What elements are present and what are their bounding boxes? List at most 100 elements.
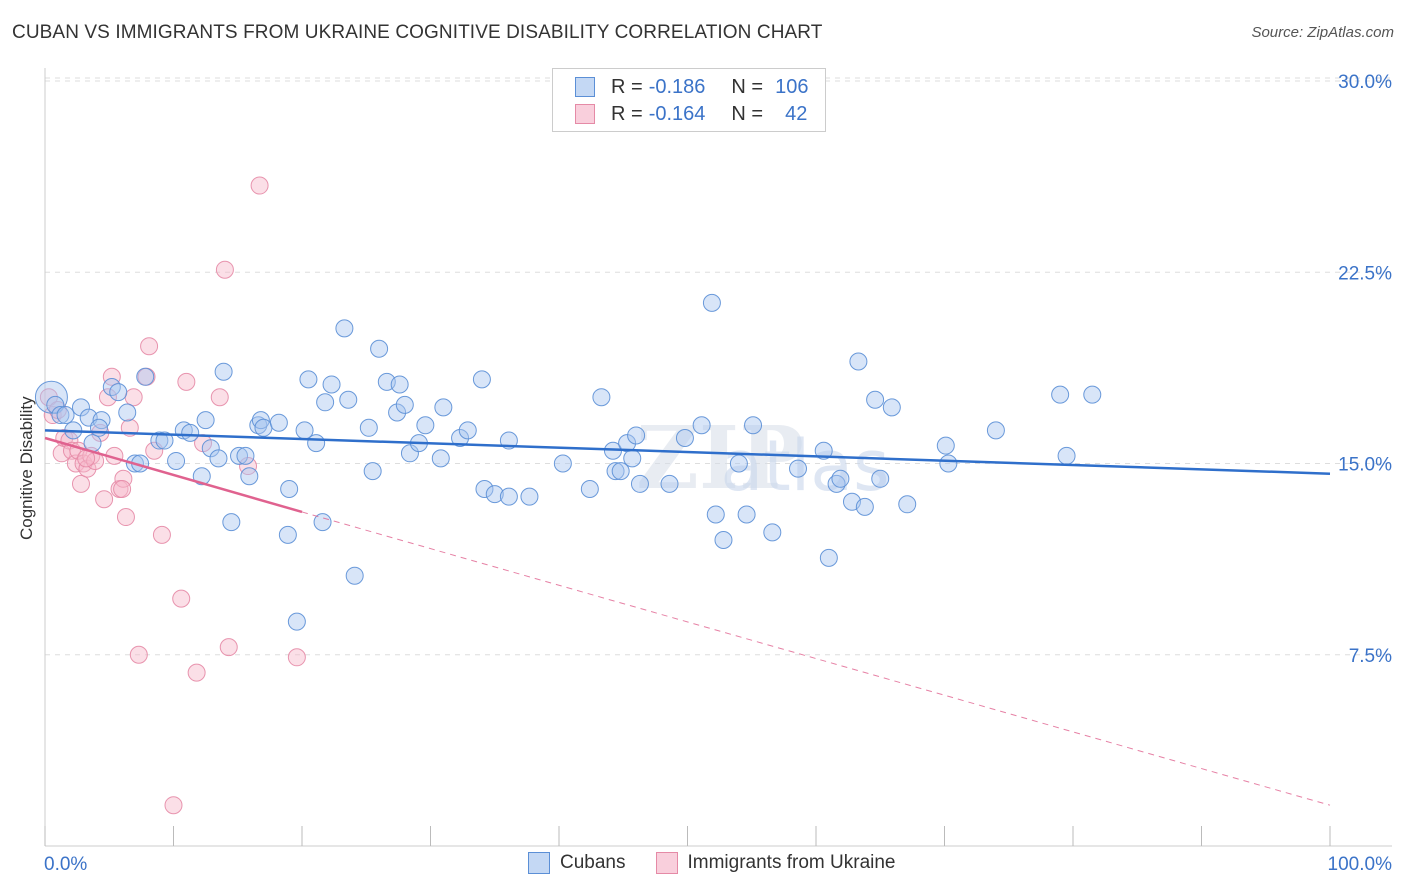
x-tick-label: 0.0% bbox=[44, 854, 87, 875]
point-cubans bbox=[287, 612, 306, 631]
correlation-legend: R = -0.186 N = 106 R = -0.164 N = 42 bbox=[552, 68, 826, 132]
point-cubans bbox=[871, 469, 890, 488]
point-ukraine bbox=[219, 638, 238, 657]
y-tick-label: 30.0% bbox=[1338, 72, 1392, 93]
point-cubans bbox=[363, 462, 382, 481]
x-tick-label: 100.0% bbox=[1328, 854, 1393, 875]
data-points bbox=[34, 176, 1102, 815]
point-cubans bbox=[416, 416, 435, 435]
point-cubans bbox=[222, 513, 241, 532]
point-cubans bbox=[580, 480, 599, 498]
n-value: 42 bbox=[785, 102, 808, 125]
point-cubans bbox=[898, 495, 917, 514]
point-cubans bbox=[744, 416, 763, 435]
point-cubans bbox=[520, 487, 539, 506]
point-cubans bbox=[249, 416, 268, 435]
point-cubans bbox=[192, 467, 211, 486]
point-cubans bbox=[702, 293, 721, 312]
series-legend: Cubans Immigrants from Ukraine bbox=[528, 852, 926, 874]
y-tick-label: 22.5% bbox=[1338, 263, 1392, 284]
point-cubans bbox=[849, 352, 868, 371]
point-cubans bbox=[209, 449, 228, 468]
point-cubans bbox=[1083, 385, 1102, 404]
point-cubans bbox=[553, 454, 572, 473]
watermark: ZIP bbox=[636, 408, 804, 509]
point-cubans bbox=[592, 388, 611, 407]
point-cubans bbox=[316, 393, 335, 412]
point-cubans bbox=[737, 505, 756, 524]
point-ukraine bbox=[210, 388, 229, 407]
chart-title: CUBAN VS IMMIGRANTS FROM UKRAINE COGNITI… bbox=[12, 22, 823, 43]
point-cubans bbox=[339, 390, 358, 409]
trend-line-cubans bbox=[44, 429, 1331, 475]
point-ukraine bbox=[116, 508, 135, 527]
point-cubans bbox=[714, 531, 733, 549]
point-cubans bbox=[729, 454, 748, 473]
point-cubans bbox=[230, 446, 249, 465]
source-label: Source: ZipAtlas.com bbox=[1251, 24, 1394, 41]
r-label: R = bbox=[611, 102, 643, 125]
point-cubans bbox=[831, 469, 850, 488]
point-cubans bbox=[866, 390, 885, 409]
point-ukraine bbox=[250, 176, 269, 195]
point-cubans bbox=[201, 439, 220, 458]
point-cubans bbox=[485, 485, 504, 504]
point-cubans bbox=[472, 370, 491, 389]
point-cubans bbox=[118, 403, 137, 422]
point-cubans bbox=[313, 513, 332, 532]
n-label: N = bbox=[731, 102, 764, 125]
point-cubans bbox=[706, 505, 725, 524]
point-cubans bbox=[269, 413, 288, 432]
axes bbox=[44, 68, 1392, 847]
point-cubans bbox=[395, 395, 414, 414]
point-cubans bbox=[400, 444, 419, 463]
point-ukraine bbox=[172, 589, 191, 608]
point-cubans bbox=[611, 462, 630, 481]
legend-label-ukraine: Immigrants from Ukraine bbox=[687, 852, 896, 873]
legend-row-cubans: R = -0.186 N = 106 bbox=[575, 75, 808, 99]
point-cubans bbox=[236, 446, 255, 465]
point-ukraine bbox=[39, 388, 58, 407]
point-ukraine bbox=[98, 388, 117, 407]
point-cubans bbox=[630, 474, 649, 493]
point-ukraine bbox=[187, 663, 206, 682]
point-cubans bbox=[196, 411, 215, 430]
point-cubans bbox=[278, 525, 297, 544]
point-cubans bbox=[475, 480, 494, 498]
point-ukraine bbox=[164, 796, 183, 815]
point-cubans bbox=[89, 418, 108, 437]
point-ukraine bbox=[43, 406, 62, 425]
point-cubans bbox=[335, 319, 354, 338]
point-cubans bbox=[675, 429, 694, 447]
legend-label-cubans: Cubans bbox=[560, 852, 626, 873]
point-cubans bbox=[109, 383, 128, 402]
point-cubans bbox=[322, 375, 341, 394]
point-cubans bbox=[359, 418, 378, 437]
point-cubans bbox=[623, 449, 642, 468]
cubans-swatch bbox=[575, 77, 595, 97]
cubans-swatch bbox=[528, 852, 550, 874]
r-value: -0.164 bbox=[648, 102, 706, 125]
gridlines bbox=[45, 77, 1392, 656]
point-cubans bbox=[606, 462, 625, 481]
legend-item-cubans[interactable]: Cubans bbox=[528, 852, 626, 874]
point-ukraine bbox=[129, 645, 148, 664]
legend-row-ukraine: R = -0.164 N = 42 bbox=[575, 102, 807, 126]
point-cubans bbox=[451, 429, 470, 447]
y-tick-label: 15.0% bbox=[1338, 455, 1392, 476]
point-cubans bbox=[71, 398, 90, 417]
point-ukraine bbox=[71, 474, 90, 493]
point-cubans bbox=[136, 367, 155, 386]
point-cubans bbox=[388, 403, 407, 422]
point-cubans bbox=[150, 431, 169, 450]
ukraine-swatch bbox=[655, 852, 678, 874]
legend-item-ukraine[interactable]: Immigrants from Ukraine bbox=[655, 852, 896, 874]
point-ukraine bbox=[177, 372, 196, 391]
point-cubans bbox=[51, 406, 70, 425]
trend-lines bbox=[44, 429, 1331, 806]
point-cubans bbox=[390, 375, 409, 394]
point-cubans bbox=[939, 454, 958, 473]
point-cubans bbox=[56, 406, 75, 425]
point-cubans bbox=[181, 423, 200, 442]
